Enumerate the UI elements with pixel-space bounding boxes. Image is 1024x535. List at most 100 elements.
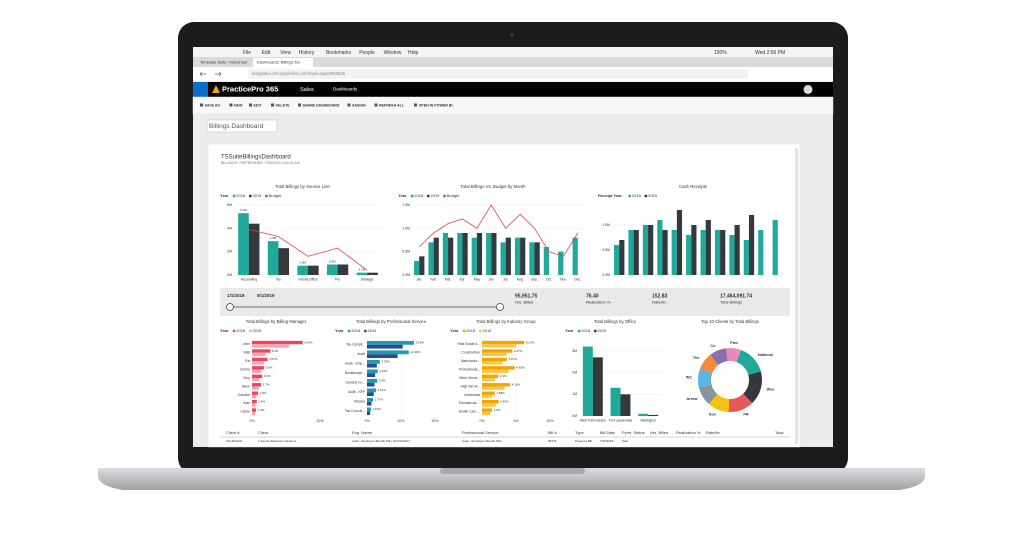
command[interactable]: OPEN IN POWER BI: [419, 103, 453, 107]
legend-entry[interactable]: 2018: [466, 328, 476, 333]
bar: [729, 235, 735, 275]
command[interactable]: SAVE AS: [205, 103, 221, 107]
legend-entry[interactable]: 2018: [632, 193, 642, 198]
y-tick-label: Construction: [461, 351, 480, 355]
chart-title: Top 10 Clients by Total Billings: [701, 319, 759, 324]
bar: [367, 363, 377, 368]
clock: Wed 2:56 PM: [755, 50, 785, 56]
table-cell: Progress Bill: [575, 439, 592, 443]
command[interactable]: DELETE: [276, 103, 291, 107]
column-header[interactable]: Bill Date: [600, 430, 616, 435]
slider-handle[interactable]: [496, 303, 504, 311]
bar: [367, 401, 372, 406]
donut-slice[interactable]: [698, 368, 713, 388]
legend-entry[interactable]: Budget: [447, 193, 461, 198]
x-tick-label: Apr.: [460, 277, 466, 281]
donut-slice[interactable]: [736, 349, 761, 375]
command[interactable]: EDIT: [254, 103, 263, 107]
menu-item[interactable]: View: [280, 50, 291, 56]
column-header[interactable]: Eng. Name: [352, 430, 373, 435]
legend-entry[interactable]: 2018: [236, 328, 246, 333]
legend-entry[interactable]: 2018: [581, 328, 591, 333]
menu-item[interactable]: Help: [408, 50, 419, 56]
column-header[interactable]: Client: [258, 430, 269, 435]
bar: [534, 242, 540, 275]
legend-entry[interactable]: 2019: [431, 193, 441, 198]
bar: [482, 411, 491, 416]
slider-handle[interactable]: [226, 303, 234, 311]
command-icon: [249, 103, 252, 107]
menu-item[interactable]: People: [359, 50, 375, 56]
menu-item[interactable]: History: [299, 50, 315, 56]
legend-entry[interactable]: 2019: [598, 328, 608, 333]
donut-slice[interactable]: [700, 354, 719, 374]
column-header[interactable]: Client #: [226, 430, 240, 435]
column-header[interactable]: Realization %: [676, 430, 701, 435]
donut-slice[interactable]: [728, 393, 753, 412]
column-header[interactable]: Rate/Hr.: [706, 430, 721, 435]
bar: [642, 225, 649, 275]
menu-item[interactable]: Window: [384, 50, 402, 56]
donut-slice[interactable]: [743, 371, 762, 404]
tab-title[interactable]: Template Suite: Timesheet: [200, 60, 248, 65]
column-header[interactable]: Total: [775, 430, 784, 435]
bar: [529, 242, 535, 275]
tab-title[interactable]: Dashboards: Billings Da: [257, 60, 300, 65]
legend-entry[interactable]: 2019: [648, 193, 658, 198]
donut-slice[interactable]: [710, 348, 728, 366]
column-header[interactable]: Type: [575, 430, 584, 435]
x-tick-label: 20%: [316, 419, 323, 423]
bar: [482, 340, 525, 345]
legend-entry[interactable]: 2019: [368, 328, 378, 333]
menu-bar: [193, 47, 833, 57]
command[interactable]: REFRESH ALL: [379, 103, 405, 107]
bar: [514, 237, 521, 275]
donut-slice[interactable]: [726, 348, 741, 363]
x-tick-label: Jun.: [488, 277, 494, 281]
y-tick-label: Professional...: [459, 367, 480, 371]
legend-entry[interactable]: 2019: [483, 328, 493, 333]
donut-slice[interactable]: [708, 394, 730, 412]
column-header[interactable]: Pymt. Status: [622, 430, 645, 435]
menu-item[interactable]: File: [243, 50, 251, 56]
active-tab[interactable]: [253, 58, 313, 67]
column-header[interactable]: Bill #: [548, 430, 557, 435]
address-field[interactable]: [248, 69, 748, 79]
avatar[interactable]: [803, 85, 813, 94]
legend-entry[interactable]: 2019: [253, 193, 263, 198]
kpi-label: Realization %: [586, 300, 611, 305]
y-tick-label: 0.0M: [402, 273, 410, 277]
menu-item[interactable]: Edit: [262, 50, 271, 56]
legend-entry[interactable]: 2019: [253, 328, 263, 333]
x-tick-label: Aug.: [517, 277, 524, 281]
scrollbar[interactable]: [795, 148, 798, 444]
bar: [367, 272, 378, 275]
dashboard-selector[interactable]: [206, 119, 278, 133]
kpi-value: 95,951.75: [515, 293, 537, 299]
data-label: 4.15%: [512, 383, 521, 387]
bar: [543, 247, 549, 275]
nav-item[interactable]: Dashboards: [333, 87, 358, 92]
legend-entry[interactable]: 2018: [351, 328, 361, 333]
app-launcher[interactable]: [193, 82, 208, 97]
data-label: 5.4%: [272, 349, 279, 353]
bar: [252, 366, 265, 370]
column-header[interactable]: Hrs. Billed: [650, 430, 668, 435]
x-tick-label: Pro: [335, 277, 340, 281]
data-label: 3.0%: [379, 379, 386, 383]
legend-entry[interactable]: Budget: [269, 193, 283, 198]
column-header[interactable]: Professional Service: [462, 430, 499, 435]
command[interactable]: SHARE DASHBOARD: [303, 103, 340, 107]
command[interactable]: NEW: [234, 103, 243, 107]
legend-entry[interactable]: 2018: [414, 193, 424, 198]
menu-item[interactable]: Bookmarks: [326, 50, 352, 56]
nav-arrows[interactable]: [199, 71, 222, 77]
y-tick-label: Juan: [243, 401, 250, 405]
data-label: 1.8%: [260, 391, 267, 395]
legend-entry[interactable]: 2018: [236, 193, 246, 198]
area[interactable]: Sales: [300, 87, 314, 93]
command[interactable]: ASSIGN: [352, 103, 366, 107]
donut-slice[interactable]: [698, 384, 718, 405]
y-tick-label: Manufactur...: [461, 359, 480, 363]
bar: [414, 261, 420, 275]
